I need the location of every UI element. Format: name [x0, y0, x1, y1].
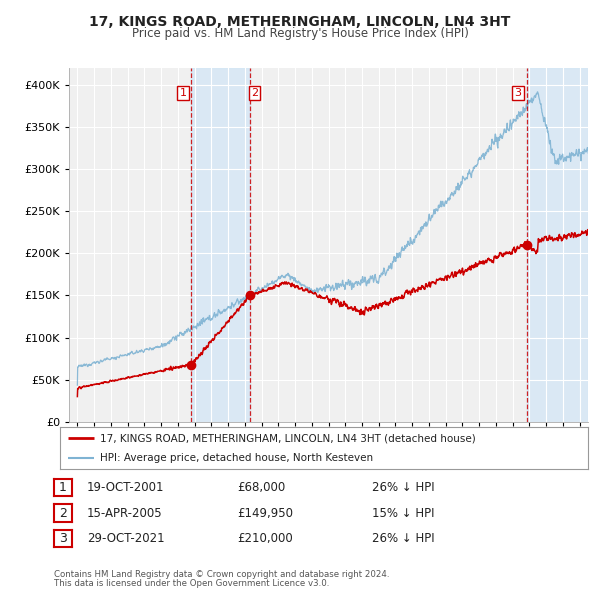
Text: 1: 1 [179, 88, 187, 98]
Text: 17, KINGS ROAD, METHERINGHAM, LINCOLN, LN4 3HT (detached house): 17, KINGS ROAD, METHERINGHAM, LINCOLN, L… [100, 433, 475, 443]
Text: £68,000: £68,000 [237, 481, 285, 494]
Text: 15-APR-2005: 15-APR-2005 [87, 506, 163, 520]
Text: 29-OCT-2021: 29-OCT-2021 [87, 532, 164, 545]
Text: 19-OCT-2001: 19-OCT-2001 [87, 481, 164, 494]
Text: 17, KINGS ROAD, METHERINGHAM, LINCOLN, LN4 3HT: 17, KINGS ROAD, METHERINGHAM, LINCOLN, L… [89, 15, 511, 29]
Text: This data is licensed under the Open Government Licence v3.0.: This data is licensed under the Open Gov… [54, 579, 329, 588]
Text: 1: 1 [59, 481, 67, 494]
Text: 2: 2 [59, 506, 67, 520]
Text: 3: 3 [515, 88, 521, 98]
Text: 3: 3 [59, 532, 67, 545]
Text: 2: 2 [251, 88, 258, 98]
Text: £210,000: £210,000 [237, 532, 293, 545]
Text: Price paid vs. HM Land Registry's House Price Index (HPI): Price paid vs. HM Land Registry's House … [131, 27, 469, 40]
Text: 26% ↓ HPI: 26% ↓ HPI [372, 481, 434, 494]
Text: Contains HM Land Registry data © Crown copyright and database right 2024.: Contains HM Land Registry data © Crown c… [54, 570, 389, 579]
Text: 26% ↓ HPI: 26% ↓ HPI [372, 532, 434, 545]
Text: HPI: Average price, detached house, North Kesteven: HPI: Average price, detached house, Nort… [100, 453, 373, 463]
Bar [191, 68, 250, 422]
Text: £149,950: £149,950 [237, 506, 293, 520]
Bar [527, 68, 588, 422]
Text: 15% ↓ HPI: 15% ↓ HPI [372, 506, 434, 520]
